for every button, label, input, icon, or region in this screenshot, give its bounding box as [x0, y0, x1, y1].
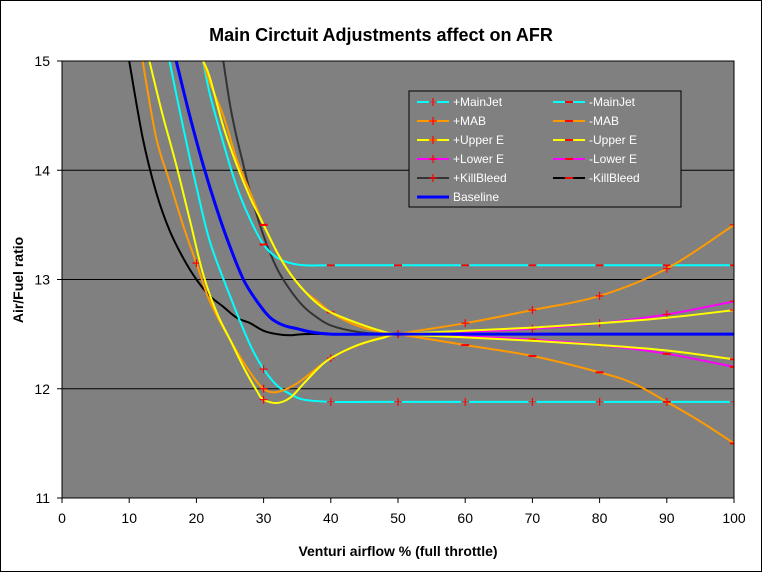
legend-label: Baseline	[453, 190, 499, 204]
x-tick-label: 90	[659, 510, 675, 526]
legend-item: -MAB	[553, 114, 619, 128]
x-tick-label: 10	[121, 510, 137, 526]
legend-item: -Upper E	[553, 133, 637, 147]
legend-item: +Upper E	[417, 133, 504, 147]
x-tick-label: 20	[189, 510, 205, 526]
y-tick-label: 13	[34, 272, 50, 288]
x-axis-ticks: 0 10 20 30 40 50 60 70 80 90 100	[58, 498, 746, 526]
legend-label: +Upper E	[453, 133, 504, 147]
x-tick-label: 70	[525, 510, 541, 526]
series-baseline	[174, 61, 734, 336]
legend-item: -MainJet	[553, 95, 636, 109]
series-group	[128, 61, 734, 445]
legend-label: -MainJet	[589, 95, 636, 109]
y-axis-label: Air/Fuel ratio	[10, 237, 26, 323]
x-tick-label: 50	[390, 510, 406, 526]
legend-item: +MAB	[417, 114, 486, 128]
series-line	[148, 61, 734, 405]
series-line	[168, 61, 734, 404]
x-axis-label: Venturi airflow % (full throttle)	[298, 543, 497, 559]
y-tick-label: 14	[34, 162, 50, 178]
legend-label: +Lower E	[453, 152, 504, 166]
legend-item: +MainJet	[417, 95, 503, 109]
legend-label: +MainJet	[453, 95, 503, 109]
x-tick-label: 80	[592, 510, 608, 526]
x-tick-label: 60	[457, 510, 473, 526]
legend-label: -Upper E	[589, 133, 637, 147]
legend-item: Baseline	[417, 190, 499, 204]
legend-box	[408, 90, 682, 208]
series-line	[174, 61, 734, 336]
legend-label: -Lower E	[589, 152, 637, 166]
y-tick-label: 15	[34, 53, 50, 69]
legend-label: -MAB	[589, 114, 619, 128]
series--mainjet	[202, 61, 734, 267]
legend: +MainJet -MainJet +MAB -MAB +Upper E -Upper E…	[408, 90, 682, 208]
x-tick-label: 100	[722, 510, 746, 526]
y-axis-ticks: 11 12 13 14 15	[34, 53, 62, 506]
legend-item: -Lower E	[553, 152, 637, 166]
series-line	[202, 61, 734, 361]
chart-title: Main Circtuit Adjustments affect on AFR	[209, 25, 553, 45]
series-line	[202, 61, 734, 267]
legend-item: +Lower E	[417, 152, 504, 166]
x-tick-label: 40	[323, 510, 339, 526]
legend-label: +MAB	[453, 114, 486, 128]
legend-item: -KillBleed	[553, 171, 640, 185]
x-tick-label: 30	[256, 510, 272, 526]
x-tick-label: 0	[58, 510, 66, 526]
series--mab	[141, 61, 734, 394]
legend-label: +KillBleed	[453, 171, 507, 185]
legend-label: -KillBleed	[589, 171, 640, 185]
legend-item: +KillBleed	[417, 171, 507, 185]
y-tick-label: 11	[35, 490, 50, 506]
y-tick-label: 12	[34, 381, 50, 397]
series-line	[141, 61, 734, 394]
